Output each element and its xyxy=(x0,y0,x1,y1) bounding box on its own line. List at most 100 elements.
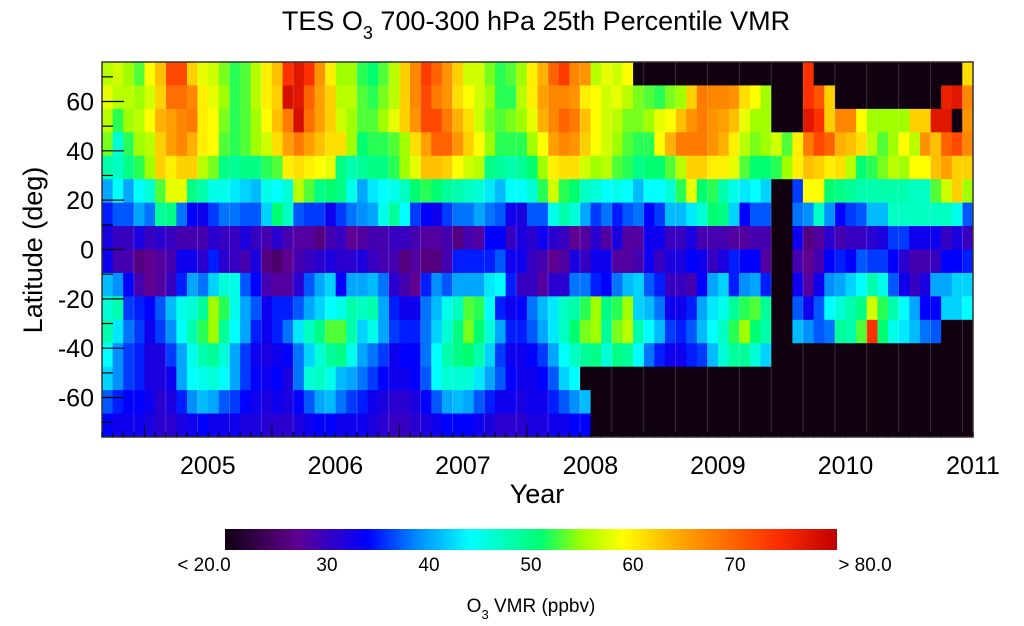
heatmap-cell xyxy=(112,155,124,180)
heatmap-cell xyxy=(303,343,315,368)
heatmap-cell xyxy=(516,390,528,414)
heatmap-cell xyxy=(951,179,963,204)
heatmap-cell xyxy=(718,319,730,344)
heatmap-cell xyxy=(165,413,177,438)
heatmap-cell xyxy=(441,179,453,204)
heatmap-cell xyxy=(845,62,857,86)
heatmap-cell xyxy=(579,366,592,391)
heatmap-cell xyxy=(633,108,645,133)
heatmap-cell xyxy=(356,366,368,391)
heatmap-cell xyxy=(356,272,368,297)
heatmap-cell xyxy=(218,62,230,86)
x-axis-label: Year xyxy=(510,479,565,509)
heatmap-cell xyxy=(282,108,294,133)
heatmap-cell xyxy=(548,319,560,344)
heatmap-cell xyxy=(643,296,655,321)
heatmap-cell xyxy=(951,343,963,368)
heatmap-cell xyxy=(845,85,857,110)
heatmap-cell xyxy=(526,85,538,110)
heatmap-cell xyxy=(335,272,347,297)
heatmap-cell xyxy=(941,226,953,250)
heatmap-cell xyxy=(792,132,804,157)
heatmap-cell xyxy=(654,366,666,391)
heatmap-cell xyxy=(388,390,400,414)
heatmap-cell xyxy=(197,319,209,344)
heatmap-cell xyxy=(675,62,687,86)
heatmap-cell xyxy=(282,155,294,180)
heatmap-cell xyxy=(792,413,804,438)
heatmap-cell xyxy=(537,319,549,344)
y-tick-label: 60 xyxy=(66,88,94,116)
heatmap-cell xyxy=(186,272,198,297)
heatmap-cell xyxy=(781,155,793,180)
heatmap-cell xyxy=(495,202,507,227)
heatmap-cell xyxy=(155,226,167,250)
heatmap-cell xyxy=(516,272,528,297)
heatmap-cell xyxy=(664,249,676,274)
heatmap-cell xyxy=(601,85,613,110)
heatmap-cell xyxy=(526,366,538,391)
heatmap-cell xyxy=(930,85,942,110)
heatmap-cell xyxy=(537,413,549,438)
heatmap-cell xyxy=(165,108,177,133)
heatmap-cell xyxy=(356,296,368,321)
heatmap-cell xyxy=(495,132,507,157)
heatmap-cell xyxy=(537,343,549,368)
heatmap-cell xyxy=(856,272,868,297)
heatmap-cell xyxy=(930,179,942,204)
heatmap-cell xyxy=(293,132,305,157)
heatmap-cell xyxy=(420,272,432,297)
heatmap-cell xyxy=(218,85,230,110)
heatmap-cell xyxy=(165,202,177,227)
heatmap-cell xyxy=(803,62,815,86)
heatmap-cell xyxy=(441,413,453,438)
heatmap-cell xyxy=(250,202,262,227)
heatmap-cell xyxy=(473,296,485,321)
heatmap-cell xyxy=(951,249,963,274)
heatmap-cell xyxy=(622,202,634,227)
heatmap-cell xyxy=(951,85,963,110)
heatmap-cell xyxy=(951,132,963,157)
heatmap-cell xyxy=(622,226,634,250)
heatmap-cell xyxy=(165,296,177,321)
heatmap-cell xyxy=(495,249,507,274)
heatmap-cell xyxy=(250,226,262,250)
heatmap-cell xyxy=(569,319,581,344)
heatmap-cell xyxy=(760,62,772,86)
heatmap-cell xyxy=(208,366,220,391)
heatmap-cell xyxy=(633,390,645,414)
heatmap-cell xyxy=(696,319,708,344)
heatmap-cell xyxy=(579,108,592,133)
heatmap-cell xyxy=(293,343,305,368)
heatmap-cell xyxy=(399,155,411,180)
heatmap-cell xyxy=(144,272,156,297)
heatmap-cell xyxy=(781,132,793,157)
heatmap-cell xyxy=(335,132,347,157)
heatmap-cell xyxy=(325,85,337,110)
heatmap-cell xyxy=(441,155,453,180)
heatmap-cell xyxy=(399,319,411,344)
heatmap-cell xyxy=(303,85,315,110)
heatmap-cell xyxy=(367,85,379,110)
heatmap-cell xyxy=(378,390,390,414)
heatmap-cell xyxy=(919,390,931,414)
heatmap-cell xyxy=(909,343,921,368)
y-tick-label: -60 xyxy=(58,385,94,413)
heatmap-cell xyxy=(293,272,305,297)
heatmap-cell xyxy=(781,62,793,86)
heatmap-cell xyxy=(792,179,804,204)
heatmap-cell xyxy=(282,272,294,297)
heatmap-cell xyxy=(962,249,974,274)
heatmap-cell xyxy=(749,272,761,297)
heatmap-cell xyxy=(282,179,294,204)
heatmap-cell xyxy=(579,62,592,86)
heatmap-cell xyxy=(388,132,400,157)
heatmap-cell xyxy=(930,202,942,227)
heatmap-cell xyxy=(845,202,857,227)
heatmap-cell xyxy=(495,366,507,391)
heatmap-cell xyxy=(526,296,538,321)
heatmap-cell xyxy=(749,155,761,180)
heatmap-cell xyxy=(335,226,347,250)
heatmap-cell xyxy=(123,62,135,86)
heatmap-cell xyxy=(643,132,655,157)
